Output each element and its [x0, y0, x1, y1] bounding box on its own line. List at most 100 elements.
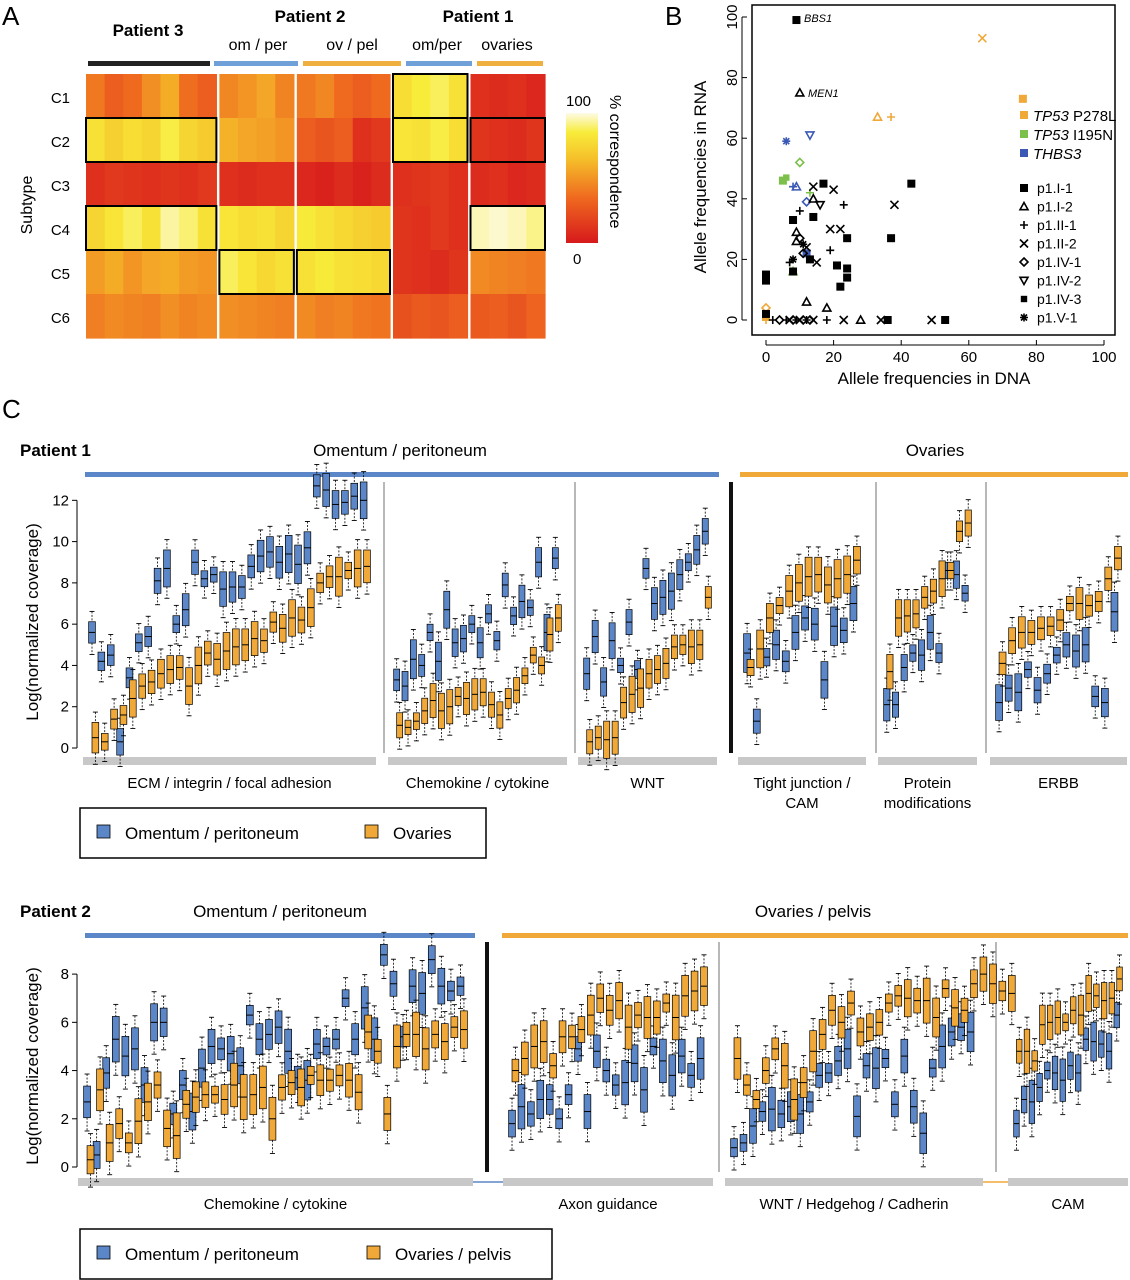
heatmap-cell: [393, 74, 413, 119]
legend-shape-label: p1.V-1: [1037, 310, 1078, 326]
scatter-point: [887, 234, 896, 243]
heatmap-cell: [296, 162, 317, 207]
heatmap-cell: [526, 294, 546, 339]
scatter-x-tick-label: 40: [893, 349, 910, 366]
pathway-bar: [738, 757, 866, 765]
heatmap-cell: [179, 206, 199, 251]
legend-swatch-thbs3: [1020, 149, 1028, 157]
pathway-bar: [725, 1178, 983, 1186]
heatmap-group-bar-ov-pel-p2: [303, 61, 401, 66]
scatter-point: [883, 316, 892, 324]
heatmap-cell: [470, 250, 490, 295]
heatmap-cell: [160, 118, 180, 163]
legend-swatch-tp53-p278l: [1020, 111, 1028, 119]
heatmap-cell: [238, 294, 258, 339]
legend-shape-label: p1.IV-3: [1037, 291, 1082, 307]
heatmap-cell: [507, 294, 527, 339]
tissue-bar-ovaries-p1: [740, 472, 1128, 477]
panel-label-b: B: [665, 1, 682, 31]
scatter-point: [839, 200, 848, 209]
heatmap-cell: [371, 162, 391, 207]
legend-swatch-tp53-i195n: [1020, 130, 1028, 138]
scatter-y-tick-label: 0: [724, 316, 741, 324]
heatmap-cell: [489, 74, 509, 119]
scatter-point: [795, 206, 804, 215]
heatmap-cell: [526, 206, 546, 251]
box-y-tick-label: 4: [61, 657, 69, 674]
heatmap-cell: [470, 74, 490, 119]
legend-swatch-omentum: [96, 824, 111, 839]
heatmap-cell: [179, 118, 199, 163]
heatmap-cell: [352, 250, 372, 295]
heatmap-cell: [141, 74, 162, 119]
legend-entry-thbs3: THBS3: [1033, 146, 1082, 163]
heatmap-cell: [334, 206, 354, 251]
scatter-point: [843, 264, 852, 273]
scatter-point: [829, 185, 839, 195]
pathway-bar: [990, 757, 1127, 765]
heatmap-cell: [448, 74, 469, 119]
heatmap-cell: [197, 294, 217, 339]
heatmap-cell: [430, 74, 450, 119]
tissue-header-omentum-p1: Omentum / peritoneum: [313, 441, 487, 460]
heatmap-cell: [86, 118, 106, 163]
heatmap-row-label: C4: [51, 222, 70, 239]
heatmap-cell: [371, 206, 391, 251]
heatmap-cell: [256, 250, 276, 295]
box-ylabel-p2: Log(normalized coverage): [23, 967, 42, 1165]
tissue-header-omentum-p2: Omentum / peritoneum: [193, 902, 367, 921]
heatmap-header-patient-2: Patient 2: [275, 7, 346, 26]
box-y-tick-label: 8: [61, 966, 69, 983]
heatmap-cell: [526, 250, 546, 295]
heatmap-cell: [160, 294, 180, 339]
scatter-annotation-men1: MEN1: [808, 88, 839, 100]
box-y-tick-label: 4: [61, 1063, 69, 1080]
legend-entry-tp53-i195n: TP53 I195N: [1033, 127, 1113, 144]
legend-frame: [79, 1228, 553, 1280]
heatmap-subheader-om-per-p1: om/per: [412, 37, 462, 54]
heatmap-cell: [219, 118, 239, 163]
heatmap-cell: [123, 206, 143, 251]
heatmap-cell: [507, 162, 527, 207]
scatter-point: [821, 302, 833, 312]
legend-swatch-ovaries: [364, 824, 379, 839]
heatmap-cell: [123, 250, 143, 295]
heatmap-cell: [179, 162, 199, 207]
heatmap-cell: [430, 250, 450, 295]
scatter-shape-legend: p1.I-1 p1.I-2 p1.II-1 p1.II-2 p1.IV-1 p1.IV-2…: [1018, 180, 1082, 326]
legend-label-omentum: Omentum / peritoneum: [125, 1245, 299, 1264]
heatmap-cell: [160, 206, 180, 251]
heatmap-highlight-box: [392, 117, 469, 163]
heatmap-cell: [86, 294, 106, 339]
heatmap-cell: [470, 206, 490, 251]
scatter-axes: 0 20 40 60 80 100 0 20 40 60 80 100: [724, 4, 1117, 366]
pathway-label: Protein: [904, 775, 952, 792]
scatter-point: [843, 273, 852, 282]
heatmap-cell: [179, 74, 199, 119]
patient-1-label: Patient 1: [20, 441, 91, 460]
box-y-tick-label: 2: [61, 699, 69, 716]
legend-gene: THBS3: [1033, 146, 1082, 163]
tissue-header-ovaries-p1: Ovaries: [906, 441, 965, 460]
pathway-label: Chemokine / cytokine: [406, 775, 549, 792]
boxplot-patient-1: 0 2 4 6 8 10 12 ECM / integrin / focal adhesion…: [52, 462, 1127, 812]
box-y-tick-label: 0: [61, 740, 69, 757]
legend-marker: [1020, 295, 1028, 303]
scatter-point: [808, 182, 818, 192]
heatmap-cell: [238, 118, 258, 163]
legend-label-ovaries: Ovaries: [393, 824, 452, 843]
scatter-point: [825, 224, 835, 234]
heatmap-cell: [430, 294, 450, 339]
legend-entry-tp53-p278l: TP53 P278L: [1033, 108, 1116, 125]
heatmap-cell: [507, 74, 527, 119]
heatmap-cell: [507, 206, 527, 251]
scatter-x-tick-label: 20: [825, 349, 842, 366]
heatmap-cell: [411, 118, 431, 163]
heatmap-cell: [526, 74, 546, 119]
pathway-label: Tight junction /: [754, 775, 852, 792]
heatmap-subheader-ov-pel-p2: ov / pel: [326, 37, 378, 54]
heatmap-cell: [160, 74, 180, 119]
heatmap-cell: [352, 74, 372, 119]
heatmap-cell: [141, 206, 162, 251]
